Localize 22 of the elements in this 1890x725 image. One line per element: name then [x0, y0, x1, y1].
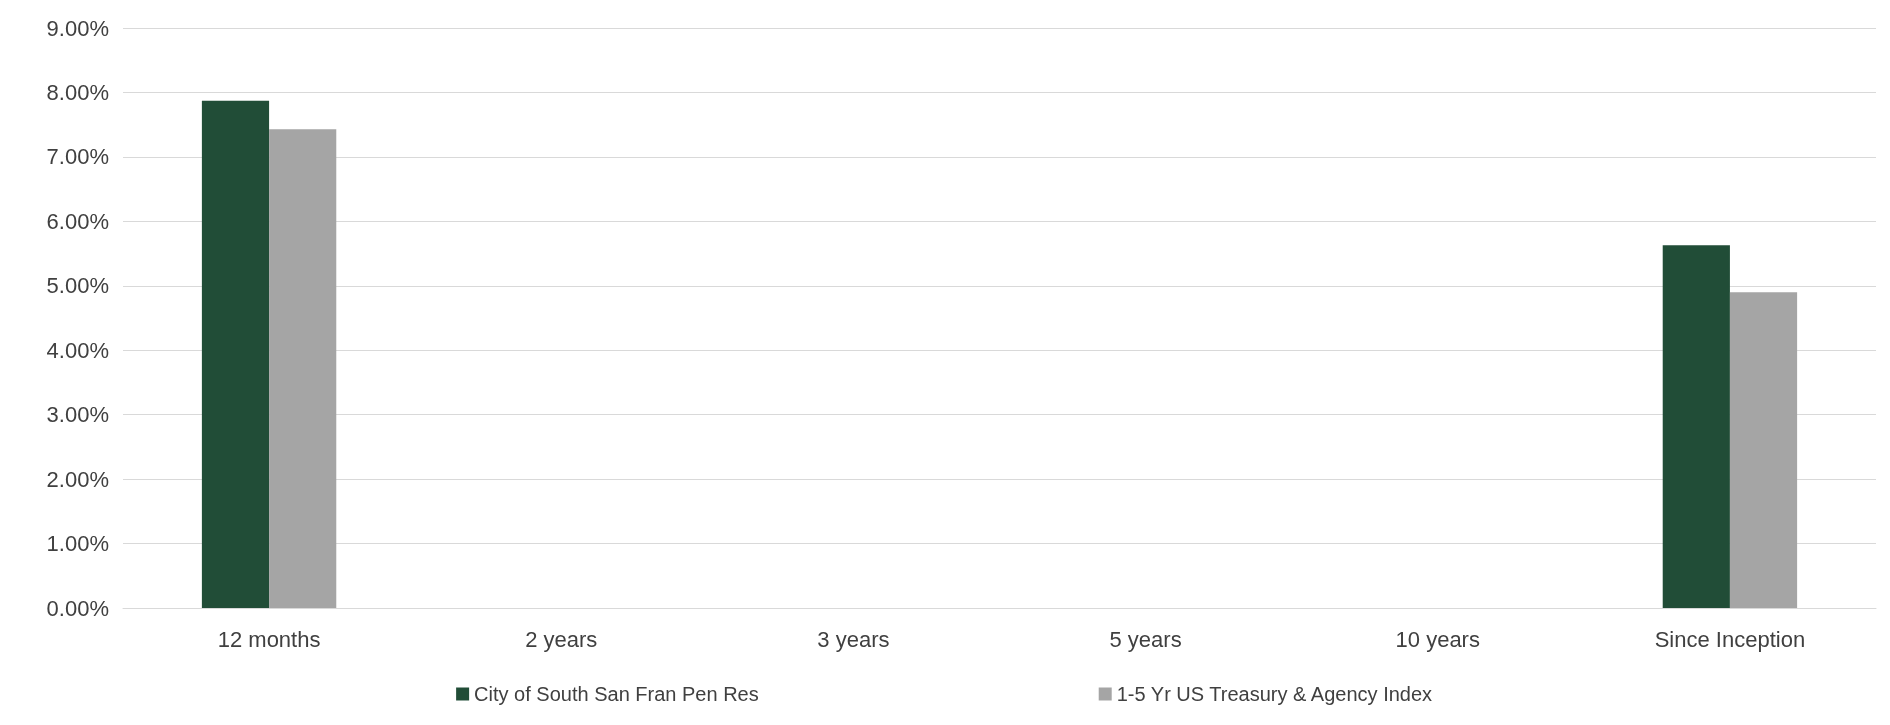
- y-tick-label: 2.00%: [46, 466, 109, 492]
- bar: [201, 100, 270, 608]
- y-tick-label: 6.00%: [46, 208, 109, 234]
- x-tick-label: 3 years: [817, 626, 890, 652]
- y-tick-label: 1.00%: [46, 531, 109, 557]
- y-tick-label: 0.00%: [46, 595, 109, 621]
- y-tick-label: 4.00%: [46, 337, 109, 363]
- y-tick-label: 7.00%: [46, 144, 109, 170]
- x-tick-label: 12 months: [217, 626, 321, 652]
- y-tick-label: 5.00%: [46, 273, 109, 299]
- y-tick-label: 8.00%: [46, 79, 109, 105]
- x-tick-label: 2 years: [525, 626, 598, 652]
- legend-label: 1-5 Yr US Treasury & Agency Index: [1116, 683, 1433, 705]
- y-tick-label: 9.00%: [46, 15, 109, 41]
- bar: [1729, 292, 1798, 608]
- x-tick-label: 5 years: [1109, 626, 1182, 652]
- legend-label: City of South San Fran Pen Res: [474, 683, 759, 705]
- x-tick-label: 10 years: [1395, 626, 1480, 652]
- x-tick-label: Since Inception: [1654, 626, 1806, 652]
- bar: [1662, 245, 1730, 608]
- y-tick-label: 3.00%: [46, 402, 109, 428]
- bar: [269, 129, 337, 608]
